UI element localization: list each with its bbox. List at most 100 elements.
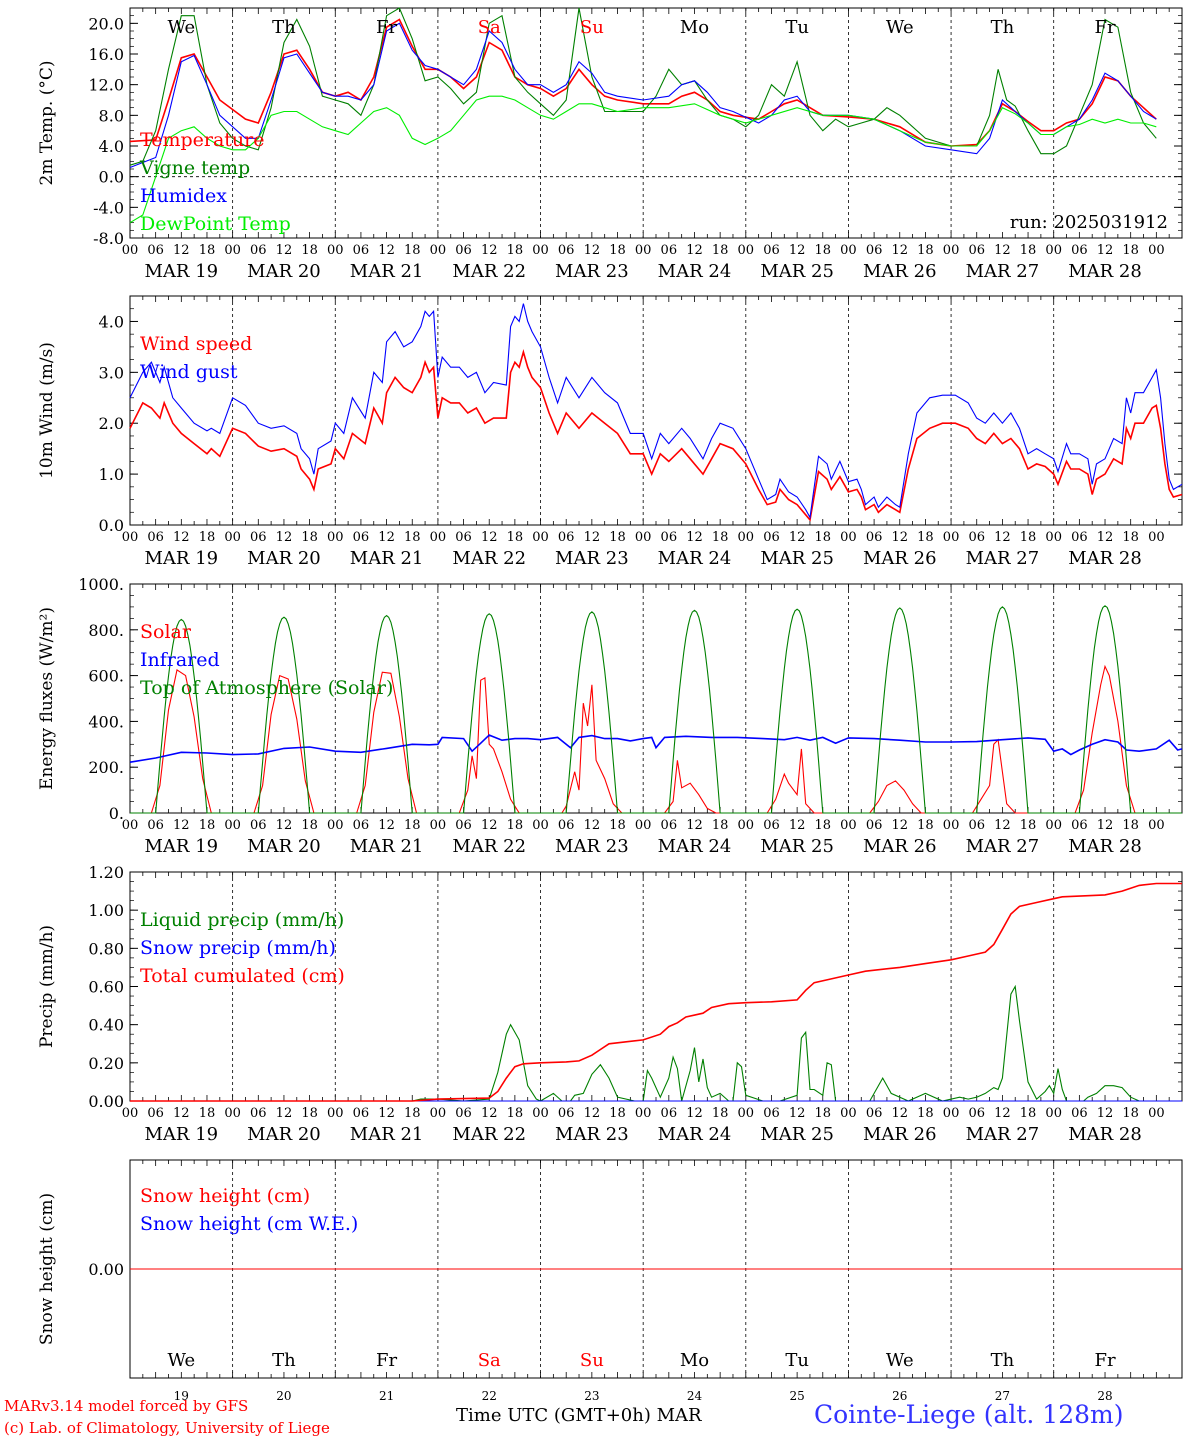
hour-tick-label: 06	[147, 530, 164, 545]
date-label: MAR 19	[145, 548, 219, 569]
y-tick-label: 20.0	[88, 14, 124, 33]
hour-tick-label: 18	[917, 530, 934, 545]
weekday-label-bottom: Mo	[680, 1350, 709, 1371]
hour-tick-label: 00	[738, 818, 755, 833]
hour-tick-label: 06	[866, 818, 883, 833]
hour-tick-label: 00	[327, 1106, 344, 1121]
date-label: MAR 22	[452, 1124, 526, 1145]
hour-tick-label: 18	[1020, 1106, 1037, 1121]
hour-tick-label: 00	[635, 530, 652, 545]
hour-tick-label: 06	[147, 1106, 164, 1121]
y-tick-label: 0.00	[88, 1260, 124, 1279]
hour-tick-label: 06	[866, 1106, 883, 1121]
hour-tick-label: 18	[815, 243, 832, 258]
hour-tick-label: 18	[301, 1106, 318, 1121]
y-tick-label: 0.0	[99, 516, 124, 535]
hour-tick-label: 18	[609, 818, 626, 833]
date-label: MAR 26	[863, 1124, 937, 1145]
date-label: MAR 21	[350, 1124, 424, 1145]
y-tick-label: 0.20	[88, 1054, 124, 1073]
y-tick-label: 2.0	[99, 414, 124, 433]
hour-tick-label: 18	[712, 818, 729, 833]
hour-tick-label: 18	[199, 530, 216, 545]
series-line-vigne-temp	[129, 7, 1157, 166]
hour-tick-label: 12	[584, 818, 601, 833]
y-tick-label: 0.0	[99, 168, 124, 187]
hour-tick-label: 18	[301, 530, 318, 545]
panel-1: 20.0 16.0 12.0 8.0 4.0 0.0 -4.0 -8.0 2m Temp. (°…	[37, 7, 1183, 282]
hour-tick-label: 00	[224, 243, 241, 258]
weekday-label-top: Th	[272, 17, 296, 38]
hour-tick-label: 00	[635, 1106, 652, 1121]
hour-tick-label: 18	[301, 818, 318, 833]
hour-tick-label: 00	[738, 243, 755, 258]
y-axis-label: 10m Wind (m/s)	[37, 342, 57, 479]
hour-tick-label: 12	[891, 818, 908, 833]
hour-tick-label: 18	[404, 1106, 421, 1121]
weekday-label-bottom: Tu	[785, 1350, 809, 1371]
y-axis-label: Snow height (cm)	[37, 1193, 57, 1345]
hour-tick-label: 12	[1097, 530, 1114, 545]
date-label: MAR 28	[1068, 548, 1142, 569]
date-label: MAR 20	[247, 836, 321, 857]
weekday-label-top: Tu	[785, 17, 809, 38]
legend-entry: DewPoint Temp	[140, 213, 291, 235]
hour-tick-label: 00	[430, 243, 447, 258]
station-label: Cointe-Liege (alt. 128m)	[814, 1400, 1124, 1429]
date-label: MAR 26	[863, 836, 937, 857]
date-label: MAR 24	[658, 836, 732, 857]
date-label: MAR 28	[1068, 1124, 1142, 1145]
hour-tick-label: 12	[378, 818, 395, 833]
hour-tick-label: 06	[250, 530, 267, 545]
hour-tick-label: 06	[661, 818, 678, 833]
day-number-label: 26	[892, 1389, 907, 1403]
hour-tick-label: 00	[327, 818, 344, 833]
hour-tick-label: 06	[1071, 530, 1088, 545]
hour-tick-label: 00	[532, 818, 549, 833]
date-label: MAR 25	[760, 1124, 834, 1145]
series-line-total-cumulated-cm-	[130, 882, 1182, 1102]
y-axis-label: Precip (mm/h)	[37, 925, 57, 1048]
hour-tick-label: 12	[378, 243, 395, 258]
hour-tick-label: 12	[1097, 818, 1114, 833]
hour-tick-label: 06	[763, 530, 780, 545]
time-axis-label: Time UTC (GMT+0h) MAR	[456, 1405, 702, 1426]
hour-tick-label: 06	[968, 530, 985, 545]
hour-tick-label: 18	[1020, 243, 1037, 258]
hour-tick-label: 00	[224, 818, 241, 833]
date-label: MAR 27	[966, 261, 1040, 282]
legend-entry: Total cumulated (cm)	[140, 965, 345, 987]
hour-tick-label: 18	[301, 243, 318, 258]
hour-tick-label: 00	[738, 1106, 755, 1121]
hour-tick-label: 06	[353, 1106, 370, 1121]
date-label: MAR 27	[966, 1124, 1040, 1145]
hour-tick-label: 18	[917, 818, 934, 833]
hour-tick-label: 18	[1020, 818, 1037, 833]
date-label: MAR 22	[452, 836, 526, 857]
date-label: MAR 28	[1068, 836, 1142, 857]
hour-tick-label: 06	[455, 1106, 472, 1121]
y-tick-label: 3.0	[99, 363, 124, 382]
series-line-wind-speed	[129, 349, 1183, 522]
panel-2: 4.0 3.0 2.0 1.0 0.0 10m Wind (m/s) Wind speed W…	[37, 295, 1183, 569]
hour-tick-label: 06	[353, 530, 370, 545]
legend-entry: Wind speed	[140, 333, 252, 355]
hour-tick-label: 12	[994, 1106, 1011, 1121]
weekday-label-bottom: We	[167, 1350, 195, 1371]
hour-tick-label: 00	[1045, 530, 1062, 545]
hour-tick-label: 00	[122, 243, 139, 258]
hour-tick-label: 06	[866, 243, 883, 258]
legend-entry: Solar	[140, 621, 192, 643]
hour-tick-label: 18	[1020, 530, 1037, 545]
hour-tick-label: 06	[455, 530, 472, 545]
hour-tick-label: 18	[917, 243, 934, 258]
hour-tick-label: 00	[1148, 530, 1165, 545]
date-label: MAR 23	[555, 1124, 629, 1145]
series-line-solar	[130, 664, 1182, 814]
y-tick-label: 0.00	[88, 1092, 124, 1111]
weekday-label-top: We	[886, 17, 914, 38]
hour-tick-label: 18	[1122, 1106, 1139, 1121]
hour-tick-label: 00	[430, 818, 447, 833]
panel-3: 1000. 800. 600. 400. 200. 0. Energy fluxes (W/…	[37, 575, 1183, 857]
